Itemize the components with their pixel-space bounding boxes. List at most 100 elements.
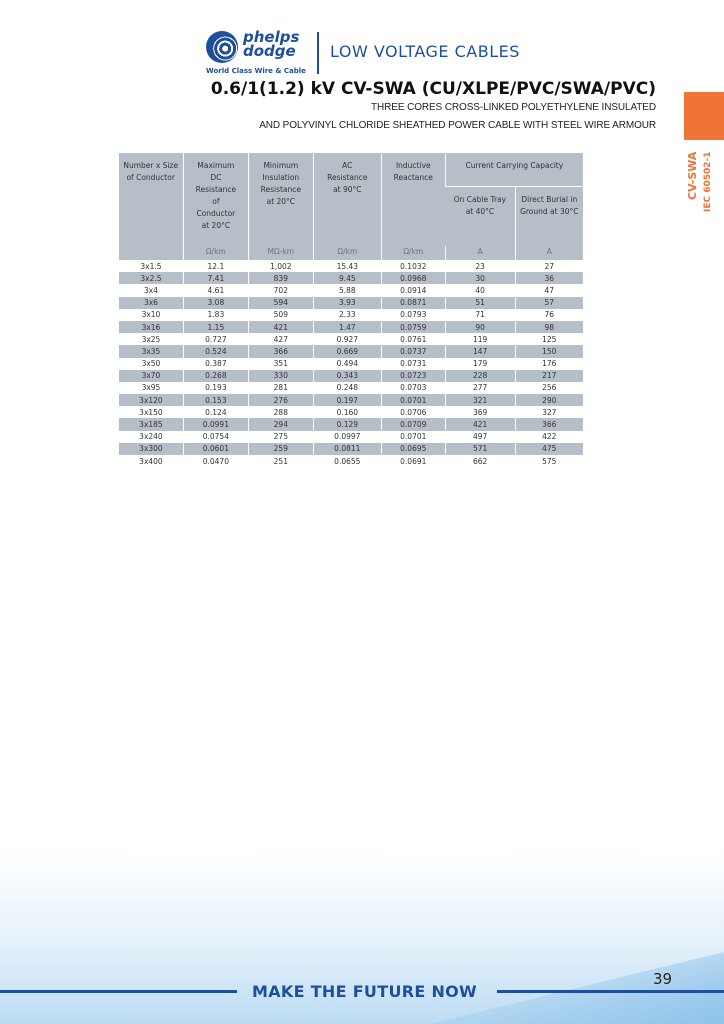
table-cell: 0.0695 <box>380 442 446 455</box>
table-row: 3x6 3.08 594 3.93 0.0871 51 57 <box>118 296 583 309</box>
table-cell: 0.0701 <box>380 430 446 443</box>
table-cell: 702 <box>247 284 314 297</box>
table-cell: 571 <box>444 442 516 455</box>
table-row: 3x50 0.387 351 0.494 0.0731 179 176 <box>118 357 583 370</box>
table-cell: 0.1032 <box>380 260 446 273</box>
table-cell: 0.248 <box>312 381 382 395</box>
table-cell: 366 <box>514 418 583 431</box>
table-cell: 0.160 <box>312 406 382 419</box>
header-size: Number x Size of Conductor <box>118 153 184 246</box>
unit-cell: Ω/km <box>182 246 249 260</box>
table-row: 3x16 1.15 421 1.47 0.0759 90 98 <box>118 320 583 334</box>
subtitle-line-1: THREE CORES CROSS-LINKED POLYETHYLENE IN… <box>371 102 656 113</box>
table-cell: 0.0655 <box>312 455 382 468</box>
table-cell: 2.33 <box>312 308 382 321</box>
table-cell: 36 <box>514 272 583 285</box>
table-cell: 509 <box>247 308 314 321</box>
table-cell: 277 <box>444 381 516 395</box>
table-row: 3x400 0.0470 251 0.0655 0.0691 662 575 <box>118 455 583 468</box>
table-cell: 3x1.5 <box>118 260 184 273</box>
unit-cell <box>118 246 184 260</box>
table-row: 3x150 0.124 288 0.160 0.0706 369 327 <box>118 406 583 419</box>
table-row: 3x185 0.0991 294 0.129 0.0709 421 366 <box>118 418 583 431</box>
table-cell: 0.0991 <box>182 418 249 431</box>
table-cell: 0.153 <box>182 394 249 407</box>
table-cell: 9.45 <box>312 272 382 285</box>
unit-cell: MΩ-km <box>247 246 314 260</box>
table-cell: 0.124 <box>182 406 249 419</box>
table-cell: 0.727 <box>182 333 249 346</box>
table-row: 3x120 0.153 276 0.197 0.0701 321 290 <box>118 394 583 407</box>
table-cell: 3x25 <box>118 333 184 346</box>
table-cell: 251 <box>247 455 314 468</box>
table-cell: 276 <box>247 394 314 407</box>
table-cell: 839 <box>247 272 314 285</box>
table-cell: 3x185 <box>118 418 184 431</box>
table-cell: 0.0470 <box>182 455 249 468</box>
table-cell: 259 <box>247 442 314 455</box>
side-tab <box>684 92 724 140</box>
footer-line-left <box>0 990 237 993</box>
table-cell: 228 <box>444 369 516 382</box>
table-cell: 366 <box>247 345 314 358</box>
table-cell: 290 <box>514 394 583 407</box>
table-cell: 23 <box>444 260 516 273</box>
globe-icon <box>206 31 238 63</box>
table-cell: 0.0997 <box>312 430 382 443</box>
header-inductive-reactance: Inductive Reactance <box>380 153 446 246</box>
table-cell: 125 <box>514 333 583 346</box>
table-cell: 3x10 <box>118 308 184 321</box>
header-cable-tray: On Cable Tray at 40°C <box>445 186 516 246</box>
table-row: 3x35 0.524 366 0.669 0.0737 147 150 <box>118 345 583 358</box>
specs-table: Number x Size of Conductor Maximum DC Re… <box>118 153 583 468</box>
table-cell: 76 <box>514 308 583 321</box>
table-cell: 422 <box>514 430 583 443</box>
table-cell: 421 <box>247 320 314 334</box>
header-insulation-resistance: Minimum Insulation Resistance at 20°C <box>247 153 314 246</box>
unit-cell: Ω/km <box>312 246 382 260</box>
table-cell: 0.0811 <box>312 442 382 455</box>
table-cell: 30 <box>444 272 516 285</box>
table-cell: 369 <box>444 406 516 419</box>
table-cell: 0.927 <box>312 333 382 346</box>
side-tab-standard: IEC 60502-1 <box>703 151 713 212</box>
table-cell: 256 <box>514 381 583 395</box>
section-title: LOW VOLTAGE CABLES <box>330 42 520 61</box>
table-cell: 288 <box>247 406 314 419</box>
table-cell: 0.494 <box>312 357 382 370</box>
table-cell: 0.0759 <box>380 320 446 334</box>
table-cell: 98 <box>514 320 583 334</box>
page-title: 0.6/1(1.2) kV CV-SWA (CU/XLPE/PVC/SWA/PV… <box>210 79 656 99</box>
table-cell: 0.387 <box>182 357 249 370</box>
table-cell: 281 <box>247 381 314 395</box>
table-cell: 330 <box>247 369 314 382</box>
table-cell: 90 <box>444 320 516 334</box>
table-cell: 327 <box>514 406 583 419</box>
table-cell: 3x300 <box>118 442 184 455</box>
table-cell: 497 <box>444 430 516 443</box>
table-cell: 3x70 <box>118 369 184 382</box>
table-cell: 27 <box>514 260 583 273</box>
table-cell: 0.0737 <box>380 345 446 358</box>
table-cell: 0.129 <box>312 418 382 431</box>
table-cell: 421 <box>444 418 516 431</box>
table-row: 3x300 0.0601 259 0.0811 0.0695 571 475 <box>118 442 583 455</box>
table-cell: 3x16 <box>118 320 184 334</box>
unit-cell: Ω/km <box>380 246 446 260</box>
table-row: 3x2.5 7.41 839 9.45 0.0968 30 36 <box>118 272 583 285</box>
footer-line-right <box>497 990 724 993</box>
table-cell: 294 <box>247 418 314 431</box>
table-cell: 0.669 <box>312 345 382 358</box>
table-cell: 3x50 <box>118 357 184 370</box>
header-ac-resistance: AC Resistance at 90°C <box>312 153 382 246</box>
header-dc-resistance: Maximum DC Resistance of Conductor at 20… <box>182 153 249 246</box>
table-row: 3x1.5 12.1 1,002 15.43 0.1032 23 27 <box>118 260 583 273</box>
table-cell: 321 <box>444 394 516 407</box>
table-cell: 3x400 <box>118 455 184 468</box>
side-tab-label: CV-SWA <box>686 151 699 200</box>
table-row: 3x240 0.0754 275 0.0997 0.0701 497 422 <box>118 430 583 443</box>
table-cell: 3x6 <box>118 296 184 309</box>
table-cell: 1,002 <box>247 260 314 273</box>
header-direct-burial: Direct Burial in Ground at 30°C <box>514 186 583 246</box>
phelps-dodge-logo: phelps dodge World Class Wire & Cable <box>206 30 306 77</box>
